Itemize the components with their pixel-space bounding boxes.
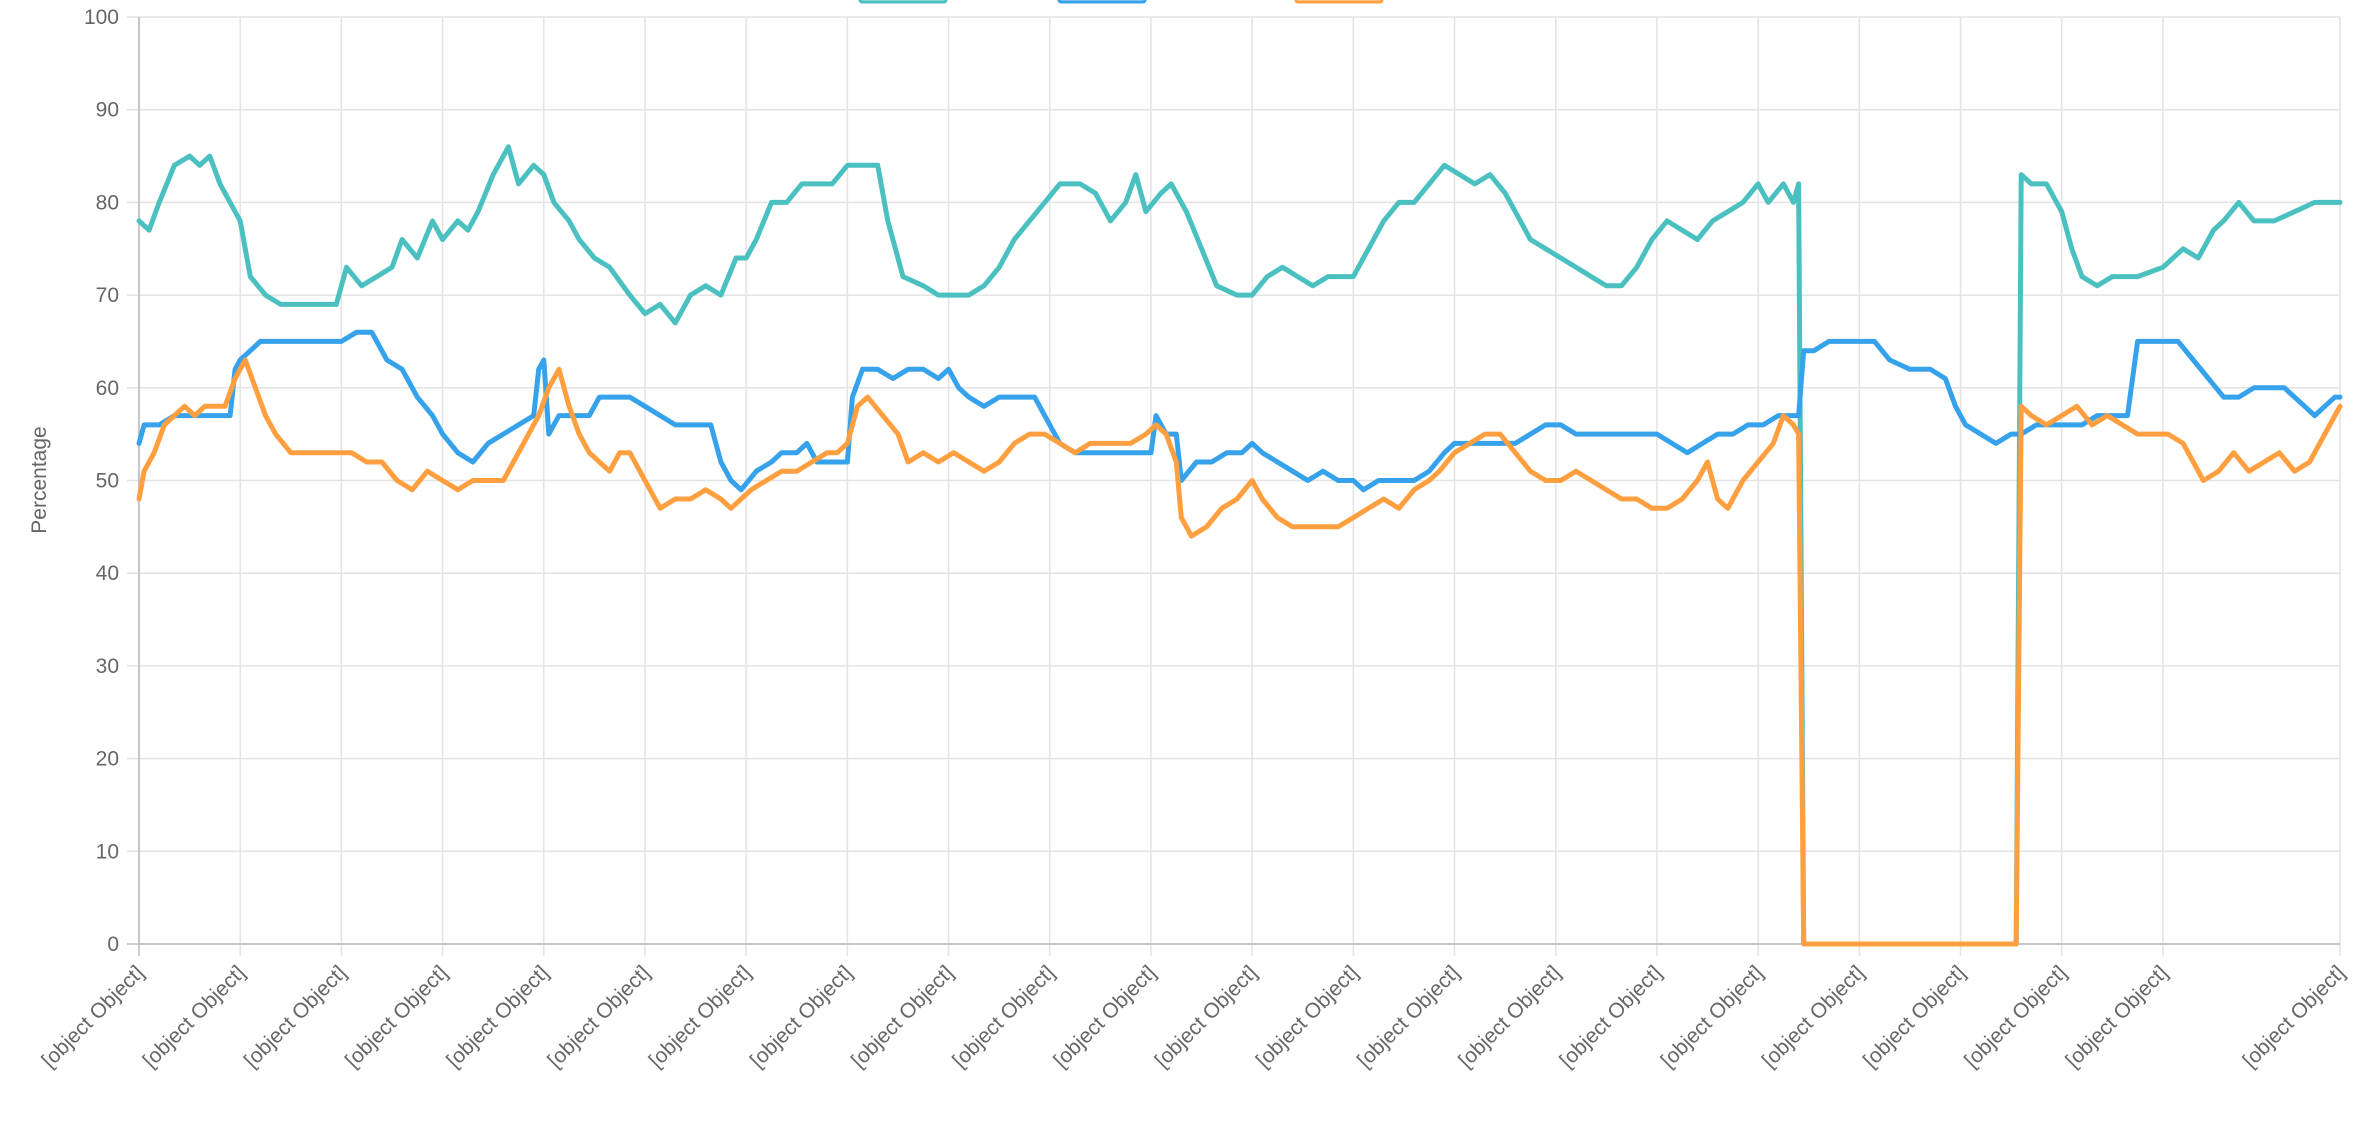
x-tick-label: [object Object] xyxy=(1454,961,1565,1072)
y-tick-label: 80 xyxy=(96,191,119,214)
y-tick-label: 50 xyxy=(96,470,119,493)
x-tick-label: [object Object] xyxy=(746,961,857,1072)
x-tick-label: [object Object] xyxy=(1656,961,1767,1072)
x-tick-label: [object Object] xyxy=(139,961,250,1072)
y-tick-label: 0 xyxy=(107,933,119,956)
y-tick-label: 60 xyxy=(96,377,119,400)
x-tick-label: [object Object] xyxy=(847,961,958,1072)
x-tick-label: [object Object] xyxy=(543,961,654,1072)
x-tick-label: [object Object] xyxy=(1555,961,1666,1072)
x-tick-label: [object Object] xyxy=(1151,961,1262,1072)
legend-swatch-1[interactable] xyxy=(858,0,948,4)
x-tick-label: [object Object] xyxy=(1252,961,1363,1072)
series-line-3[interactable] xyxy=(136,357,2343,947)
y-tick-label: 90 xyxy=(96,99,119,122)
series-line-2[interactable] xyxy=(136,329,2343,493)
y-tick-label: 100 xyxy=(84,6,119,29)
y-tick-label: 70 xyxy=(96,284,119,307)
legend-swatch-2[interactable] xyxy=(1057,0,1147,4)
x-tick-label: [object Object] xyxy=(1960,961,2071,1072)
x-tick-label: [object Object] xyxy=(948,961,1059,1072)
x-tick-label: [object Object] xyxy=(341,961,452,1072)
x-tick-label: [object Object] xyxy=(1049,961,1160,1072)
x-tick-label: [object Object] xyxy=(240,961,351,1072)
x-tick-label: [object Object] xyxy=(442,961,553,1072)
series-line-1[interactable] xyxy=(136,144,2343,947)
y-tick-label: 10 xyxy=(96,840,119,863)
x-tick-label: [object Object] xyxy=(2238,961,2349,1072)
x-tick-label: [object Object] xyxy=(1353,961,1464,1072)
x-tick-label: [object Object] xyxy=(1758,961,1869,1072)
x-tick-label: [object Object] xyxy=(2061,961,2172,1072)
axis-labels: Percentage 0 10 20 30 40 50 60 70 80 90 100 [object… xyxy=(28,6,2350,1072)
y-axis-title: Percentage xyxy=(28,426,51,533)
y-tick-label: 40 xyxy=(96,562,119,585)
legend[interactable] xyxy=(858,0,1384,4)
x-tick-label: [object Object] xyxy=(645,961,756,1072)
y-tick-label: 30 xyxy=(96,655,119,678)
x-tick-label: [object Object] xyxy=(1859,961,1970,1072)
x-tick-label: [object Object] xyxy=(37,961,148,1072)
y-tick-label: 20 xyxy=(96,748,119,771)
legend-swatch-3[interactable] xyxy=(1294,0,1384,4)
series-lines xyxy=(136,144,2343,947)
